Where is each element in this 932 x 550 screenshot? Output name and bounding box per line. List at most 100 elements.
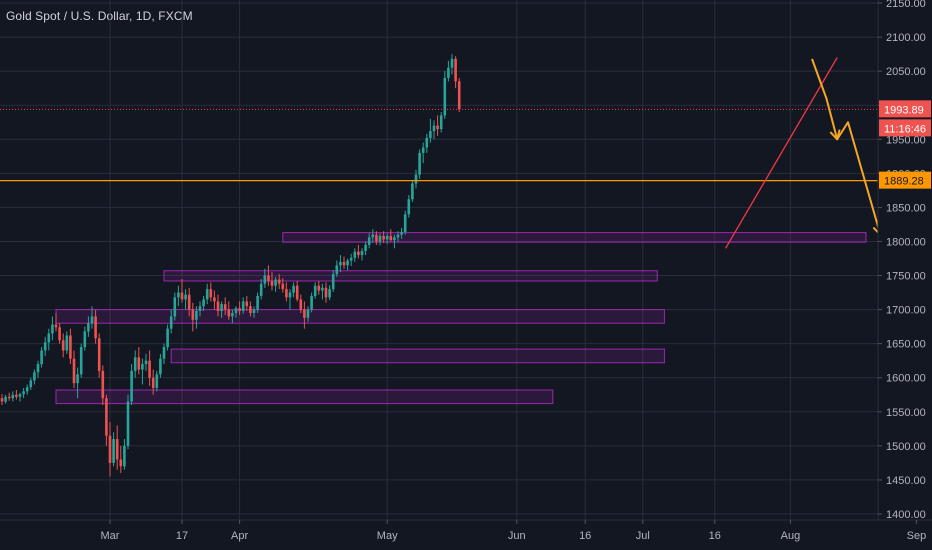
candle-body [184,294,187,300]
time-axis[interactable]: Mar 17 Apr May Jun 16 Jul 16 Aug Sep [0,519,932,542]
candle-body [371,234,375,238]
candle-body [40,350,43,365]
candle-body [148,360,151,378]
chart-title: Gold Spot / U.S. Dollar, 1D, FXCM [6,9,193,23]
candle-body [241,301,245,311]
candle-body [90,316,94,324]
price-tick-label: 1500.00 [886,441,926,453]
candle-body [101,370,105,399]
price-tick-label: 1950.00 [886,134,926,146]
candle-body [151,377,155,388]
candle-body [396,234,400,238]
candle-body [33,372,36,381]
price-tick-label: 1550.00 [886,407,926,419]
candle-body [400,231,403,235]
candle-body [450,58,454,68]
candle-body [349,257,353,261]
candle-body [115,439,119,460]
candle-body [245,301,249,307]
candle-body [25,387,29,392]
candle-body [267,275,270,281]
candle-body [357,251,360,256]
time-tick-label: Aug [781,530,801,542]
candle-body [436,125,439,130]
candle-body [252,309,256,314]
candle-body [454,58,457,82]
candle-body [166,328,169,348]
candle-body [108,435,112,463]
time-tick-label: May [377,530,398,542]
candle-body [331,274,335,290]
candle-body [231,313,234,317]
candle-body [47,333,51,343]
projection-path [811,58,882,235]
candle-body [339,261,342,266]
candle-body [270,280,274,286]
candle-body [447,67,450,78]
time-tick-label: Sep [907,530,927,542]
candle-body [403,214,407,232]
candle-body [94,316,97,339]
candle-body [173,297,177,317]
candle-body [133,357,137,371]
candle-body [126,401,130,446]
time-tick-label: 17 [176,530,188,542]
time-tick-label: Mar [101,530,120,542]
candle-body [216,301,220,311]
candle-body [65,335,69,351]
price-tick-label: 1850.00 [886,202,926,214]
zone-box [55,309,665,324]
candle-body [15,394,18,397]
candles [0,54,461,477]
candle-body [353,251,357,258]
candle-body [198,306,202,311]
candle-body [112,439,115,463]
grid-lines [0,0,917,520]
price-badges: 1993.89 11:16:46 1889.28 [879,100,931,189]
candle-body [51,324,54,334]
candle-body [429,131,432,138]
candle-body [378,236,382,242]
candle-body [97,338,101,371]
time-tick-label: Jul [636,530,650,542]
candle-body [288,292,292,298]
candle-body [238,308,241,311]
price-tick-label: 1600.00 [886,373,926,385]
candle-body [411,183,414,200]
candle-body [342,261,346,266]
candle-body [83,331,87,348]
candle-body [285,289,288,298]
candle-body [299,299,303,310]
candle-body [195,310,198,320]
price-tick-label: 1450.00 [886,475,926,487]
candle-body [421,147,425,153]
candle-body [274,279,277,286]
price-tick-label: 2050.00 [886,66,926,78]
time-tick-label: 16 [709,530,721,542]
level-badge [879,171,931,189]
candle-body [141,364,144,370]
candle-body [321,287,324,291]
candle-body [61,340,65,351]
candle-body [234,308,238,314]
arrow-head-1 [829,129,841,141]
candle-body [249,306,252,314]
candle-body [191,309,195,320]
candle-body [389,236,393,241]
candle-body [87,323,90,332]
candle-body [407,199,411,215]
candle-body [209,289,213,298]
drawings [725,57,884,249]
time-tick-label: 16 [579,530,591,542]
price-tick-label: 1650.00 [886,339,926,351]
candle-body [360,251,364,256]
price-axis[interactable]: 1400.00 1450.00 1500.00 1550.00 1600.00 1650.… [877,0,932,550]
zone-box [55,389,554,405]
candle-body [22,391,25,395]
candle-body [177,292,180,298]
candle-body [144,360,148,365]
candle-body [382,236,385,240]
candle-body [385,236,389,240]
candle-body [205,289,209,300]
